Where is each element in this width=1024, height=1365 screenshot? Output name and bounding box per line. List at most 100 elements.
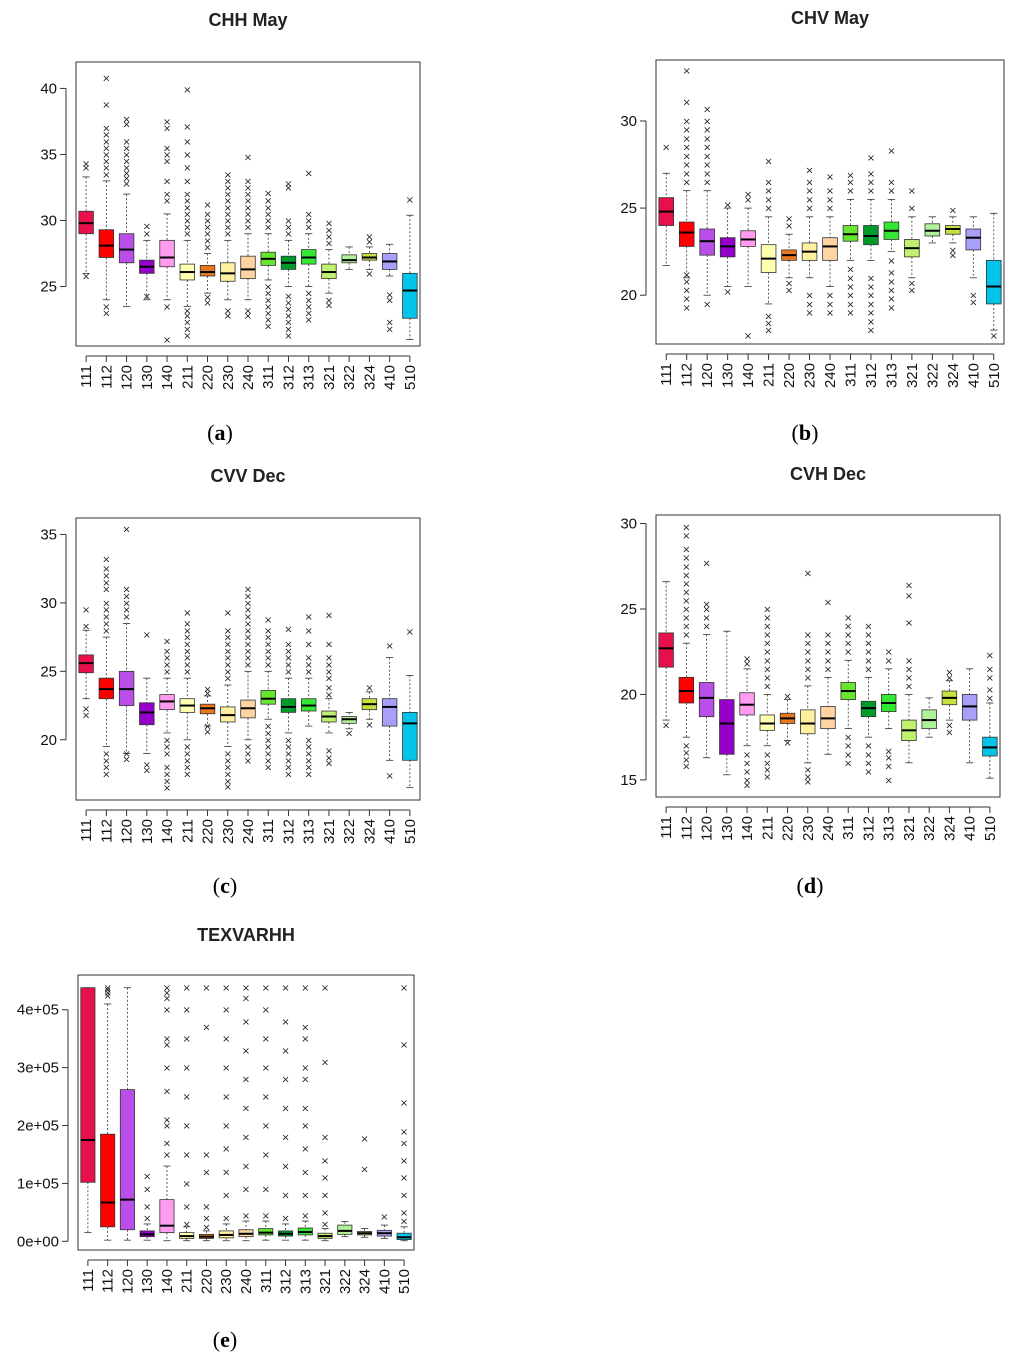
outlier-point: × [102,163,110,174]
x-tick-label: 112 [679,363,696,387]
box-140: ×××××××××××× [159,637,175,794]
outlier-point: × [683,143,691,154]
outlier-point: × [682,531,690,542]
outlier-point: × [321,1219,329,1230]
outlier-point: × [400,1208,408,1219]
box-112: ×××× [100,983,116,1241]
y-tick-label: 20 [40,732,57,749]
outlier-point: × [244,598,252,609]
x-tick-label: 311 [258,1269,275,1293]
outlier-point: × [122,592,130,603]
outlier-point: × [122,120,130,131]
outlier-point: × [905,591,913,602]
outlier-point: × [163,335,171,346]
outlier-point: × [864,758,872,769]
outlier-point: × [264,660,272,671]
outlier-point: × [763,750,771,761]
box-140: ××× [740,190,756,342]
outlier-point: × [102,308,110,319]
outlier-point: × [163,1150,171,1161]
outlier-point: × [301,1191,309,1202]
outlier-point: × [683,294,691,305]
box-311: ×××××××××××××× [260,615,276,774]
panel-label-letter: b [799,420,811,445]
outlier-point: × [682,748,690,759]
outlier-point: × [244,223,252,234]
box-iqr [119,1089,135,1231]
outlier-point: × [864,664,872,675]
outlier-point: × [122,137,130,148]
outlier-point: × [763,758,771,769]
outlier-point: × [945,668,953,679]
box-111: × [658,143,675,266]
outlier-point: × [284,769,292,780]
outlier-point: × [183,137,191,148]
outlier-point: × [224,660,232,671]
outlier-point: × [281,1162,289,1173]
outlier-point: × [887,277,895,288]
outlier-point: × [82,704,90,715]
outlier-point: × [143,1171,151,1182]
outlier-point: × [804,664,812,675]
box-211: ×××××××××××××× [759,605,775,783]
x-tick-label: 112 [100,1269,117,1293]
y-tick-label: 4e+05 [17,1002,59,1019]
outlier-point: × [949,251,957,262]
outlier-point: × [281,1046,289,1057]
outlier-point: × [183,1092,191,1103]
outlier-point: × [122,179,130,190]
outlier-point: × [102,571,110,582]
outlier-point: × [183,619,191,630]
outlier-point: × [764,312,772,323]
outlier-point: × [183,667,191,678]
box-312: ×××××××××××× [280,179,297,342]
outlier-point: × [284,653,292,664]
box-230: ×××××××××××× [220,170,236,322]
box-111 [80,987,96,1234]
outlier-point: × [305,612,313,623]
outlier-point: × [222,1214,230,1225]
x-tick-label: 140 [159,365,176,390]
outlier-point: × [163,302,171,313]
outlier-point: × [264,196,272,207]
outlier-point: × [284,229,292,240]
outlier-point: × [702,613,710,624]
outlier-point: × [102,143,110,154]
box-240: ××××××××××× [240,153,256,322]
box-112: ×××××××××××× [98,73,115,319]
outlier-point: × [224,749,232,760]
outlier-point: × [945,721,953,732]
outlier-point: × [163,660,171,671]
outlier-point: × [244,306,252,317]
outlier-point: × [163,1121,171,1132]
x-tick-label: 510 [402,365,419,390]
outlier-point: × [183,163,191,174]
y-tick-label: 40 [40,80,57,97]
outlier-point: × [703,151,711,162]
box-120: ×××××××××× [118,114,135,307]
box-410: ×× [965,216,982,309]
outlier-point: × [224,763,232,774]
outlier-point: × [143,221,151,232]
panel-label: (a) [207,420,233,445]
outlier-point: × [203,685,211,696]
box-410 [961,668,978,764]
outlier-point: × [301,1075,309,1086]
outlier-point: × [400,1217,408,1228]
outlier-point: × [163,157,171,168]
box-312: ××××××××××× [863,153,879,337]
outlier-point: × [122,605,130,616]
outlier-point: × [325,683,333,694]
outlier-point: × [301,1034,309,1045]
outlier-point: × [305,769,313,780]
outlier-point: × [122,598,130,609]
box-iqr [678,221,695,247]
outlier-point: × [867,299,875,310]
x-tick-label: 240 [820,816,837,841]
outlier-point: × [763,647,771,658]
outlier-point: × [885,753,893,764]
outlier-point: × [783,738,791,749]
outlier-point: × [844,758,852,769]
y-tick-label: 20 [620,287,637,304]
outlier-point: × [683,134,691,145]
